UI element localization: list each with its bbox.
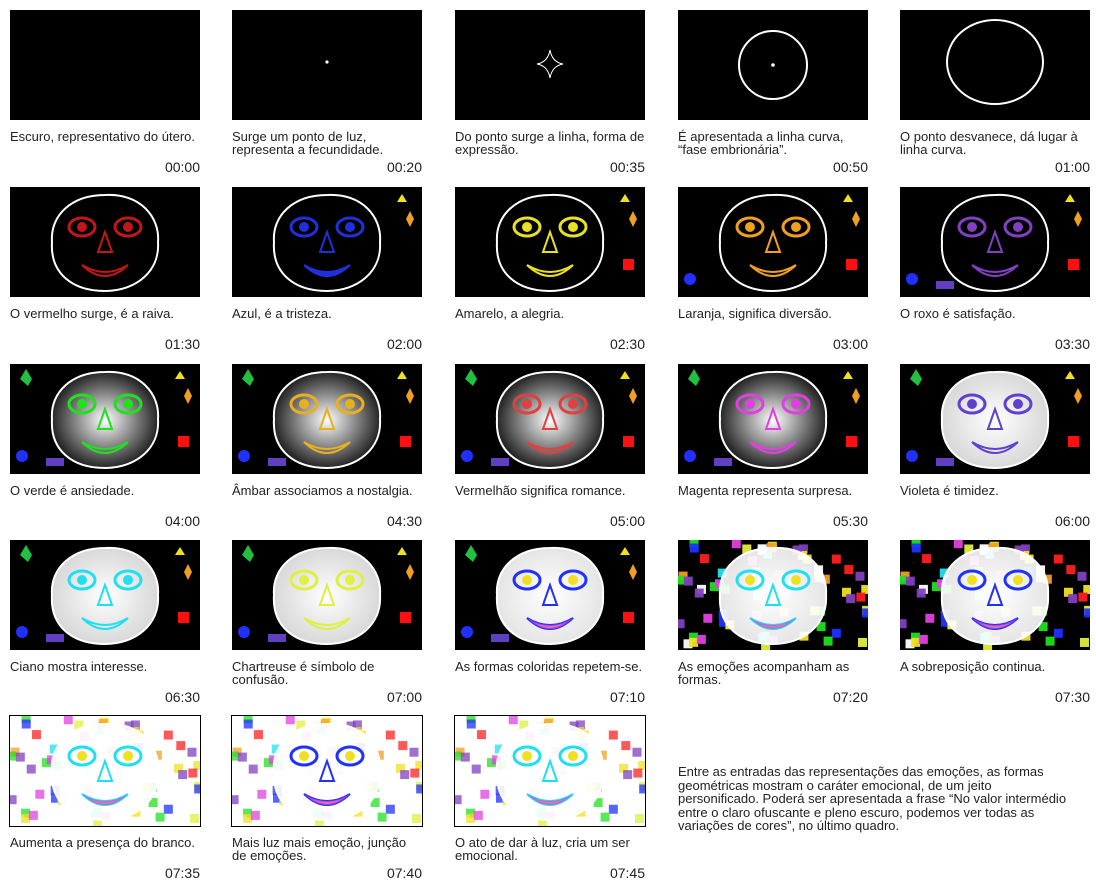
- frame-thumbnail: [900, 364, 1090, 474]
- frame-thumbnail: [455, 364, 645, 474]
- frame-timestamp: 07:10: [609, 689, 645, 705]
- frame-caption: As formas coloridas repetem-se.: [455, 659, 643, 674]
- frame-timestamp: 00:50: [832, 159, 868, 175]
- frame-timestamp: 05:30: [832, 513, 868, 529]
- frame-thumbnail: [10, 187, 200, 297]
- frame-illustration: [16, 545, 192, 646]
- frame-thumbnail: [678, 10, 868, 120]
- frame-caption: Escuro, representativo do útero.: [10, 129, 195, 144]
- frame-timestamp: 07:20: [832, 689, 868, 705]
- frame-thumbnail: [454, 715, 646, 827]
- frame-caption: Laranja, significa diversão.: [678, 306, 832, 321]
- frame-timestamp: 02:30: [609, 336, 645, 352]
- frame-illustration: [738, 30, 808, 100]
- frame-timestamp: 06:00: [1054, 513, 1090, 529]
- frame-caption: Do ponto surge a linha, forma de express…: [455, 129, 645, 157]
- frame-thumbnail: [455, 10, 645, 120]
- frame-thumbnail: [10, 540, 200, 650]
- frame-caption: Mais luz mais emoção, junção de emoções.: [232, 835, 407, 863]
- frame-illustration: [906, 369, 1082, 470]
- frame-caption: A sobreposição continua.: [900, 659, 1046, 674]
- frame-thumbnail: [678, 540, 868, 650]
- frame-caption: O ponto desvanece, dá lugar à linha curv…: [900, 129, 1078, 157]
- frame-illustration: [10, 716, 200, 826]
- frame-illustration: [16, 369, 192, 470]
- frame-timestamp: 05:00: [609, 513, 645, 529]
- frame-illustration: [678, 540, 868, 650]
- frame-caption: As emoções acompanham as formas.: [678, 659, 850, 687]
- frame-timestamp: 04:00: [164, 513, 200, 529]
- frame-thumbnail: [678, 187, 868, 297]
- frame-timestamp: 02:00: [386, 336, 422, 352]
- frame-illustration: [238, 545, 414, 646]
- frame-illustration: [461, 545, 637, 646]
- frame-caption: O roxo é satisfação.: [900, 306, 1016, 321]
- frame-timestamp: 04:30: [386, 513, 422, 529]
- frame-caption: Surge um ponto de luz, representa a fecu…: [232, 129, 384, 157]
- frame-timestamp: 07:40: [386, 865, 422, 881]
- frame-caption: O vermelho surge, é a raiva.: [10, 306, 175, 321]
- frame-caption: Âmbar associamos a nostalgia.: [232, 483, 413, 498]
- frame-thumbnail: [455, 187, 645, 297]
- frame-caption: O verde é ansiedade.: [10, 483, 135, 498]
- frame-illustration: [232, 716, 422, 826]
- frame-caption: É apresentada a linha curva, “fase embri…: [678, 129, 844, 157]
- frame-thumbnail: [455, 540, 645, 650]
- frame-illustration: [906, 193, 1082, 293]
- frame-illustration: [684, 193, 860, 293]
- frame-caption: Violeta é timidez.: [900, 483, 999, 498]
- frame-caption: O ato de dar à luz, cria um ser emociona…: [455, 835, 630, 863]
- frame-illustration: [455, 716, 645, 826]
- frame-caption: Magenta representa surpresa.: [678, 483, 853, 498]
- frame-illustration: [536, 49, 564, 79]
- frame-timestamp: 00:35: [609, 159, 645, 175]
- frame-illustration: [900, 540, 1090, 650]
- frame-thumbnail: [232, 10, 422, 120]
- frame-caption: Azul, é a tristeza.: [232, 306, 332, 321]
- frame-timestamp: 06:30: [164, 689, 200, 705]
- frame-illustration: [461, 369, 637, 470]
- frame-timestamp: 00:20: [386, 159, 422, 175]
- frame-illustration: [495, 193, 637, 293]
- frame-thumbnail: [9, 715, 201, 827]
- frame-caption: Chartreuse é símbolo de confusão.: [232, 659, 375, 687]
- frame-timestamp: 07:30: [1054, 689, 1090, 705]
- frame-illustration: [238, 369, 414, 470]
- frame-thumbnail: [900, 10, 1090, 120]
- frame-timestamp: 07:35: [164, 865, 200, 881]
- frame-timestamp: 07:45: [609, 865, 645, 881]
- storyboard-note: Entre as entradas das representações das…: [678, 764, 1067, 833]
- frame-timestamp: 03:30: [1054, 336, 1090, 352]
- frame-thumbnail: [678, 364, 868, 474]
- frame-timestamp: 07:00: [386, 689, 422, 705]
- frame-thumbnail: [232, 540, 422, 650]
- frame-timestamp: 00:00: [164, 159, 200, 175]
- frame-illustration: [684, 369, 860, 470]
- frame-thumbnail: [10, 364, 200, 474]
- frame-illustration: [325, 60, 329, 64]
- frame-caption: Aumenta a presença do branco.: [10, 835, 196, 850]
- frame-thumbnail: [231, 715, 423, 827]
- frame-thumbnail: [232, 364, 422, 474]
- frame-timestamp: 01:00: [1054, 159, 1090, 175]
- frame-thumbnail: [232, 187, 422, 297]
- frame-thumbnail: [900, 540, 1090, 650]
- frame-thumbnail: [10, 10, 200, 120]
- frame-caption: Amarelo, a alegria.: [455, 306, 565, 321]
- frame-timestamp: 03:00: [832, 336, 868, 352]
- frame-caption: Ciano mostra interesse.: [10, 659, 148, 674]
- frame-illustration: [50, 193, 160, 293]
- frame-illustration: [272, 193, 414, 293]
- frame-thumbnail: [900, 187, 1090, 297]
- frame-illustration: [946, 19, 1044, 105]
- frame-illustration: [10, 10, 200, 120]
- frame-caption: Vermelhão significa romance.: [455, 483, 626, 498]
- frame-timestamp: 01:30: [164, 336, 200, 352]
